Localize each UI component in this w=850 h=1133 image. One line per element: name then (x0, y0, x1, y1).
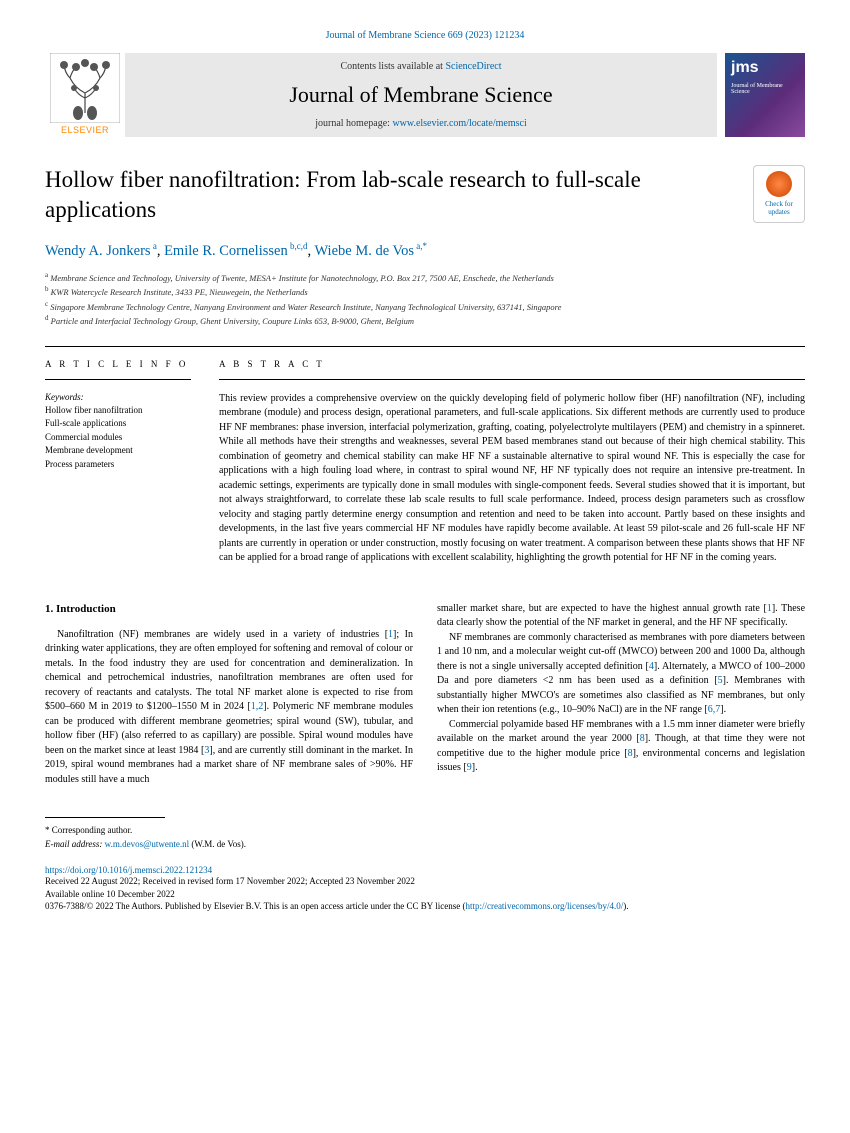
header-center: Contents lists available at ScienceDirec… (125, 53, 717, 137)
author-link[interactable]: Wendy A. Jonkers (45, 243, 151, 259)
elsevier-tree-icon (50, 53, 120, 123)
copyright-prefix: 0376-7388/© 2022 The Authors. Published … (45, 901, 465, 911)
homepage-prefix: journal homepage: (315, 118, 392, 129)
journal-cover: jms Journal of Membrane Science (725, 53, 805, 137)
author-affil-sup: a,* (414, 241, 427, 251)
check-updates-button[interactable]: Check for updates (753, 165, 805, 223)
copyright-line: 0376-7388/© 2022 The Authors. Published … (45, 901, 805, 911)
section-heading: 1. Introduction (45, 602, 413, 618)
doi-line: https://doi.org/10.1016/j.memsci.2022.12… (45, 865, 805, 875)
keyword: Membrane development (45, 444, 191, 458)
doi-link[interactable]: https://doi.org/10.1016/j.memsci.2022.12… (45, 865, 212, 875)
author-link[interactable]: Wiebe M. de Vos (314, 243, 414, 259)
contents-line: Contents lists available at ScienceDirec… (135, 61, 707, 72)
affiliation: d Particle and Interfacial Technology Gr… (45, 313, 805, 328)
footer-separator (45, 817, 165, 818)
keywords-list: Hollow fiber nanofiltration Full-scale a… (45, 404, 191, 472)
author-affil-sup: b,c,d (288, 241, 308, 251)
body-text: 1. Introduction Nanofiltration (NF) memb… (45, 602, 805, 787)
affiliations: a Membrane Science and Technology, Unive… (45, 270, 805, 328)
ref-link[interactable]: 5 (718, 675, 723, 686)
journal-name: Journal of Membrane Science (135, 82, 707, 108)
keyword: Hollow fiber nanofiltration (45, 404, 191, 418)
available-line: Available online 10 December 2022 (45, 888, 805, 901)
updates-icon (766, 171, 792, 197)
ref-link[interactable]: 6,7 (708, 704, 721, 715)
email-label: E-mail address: (45, 839, 105, 849)
author-affil-sup: a (151, 241, 157, 251)
citation-line: Journal of Membrane Science 669 (2023) 1… (45, 30, 805, 41)
affiliation: b KWR Watercycle Research Institute, 343… (45, 284, 805, 299)
author-link[interactable]: Emile R. Cornelissen (164, 243, 288, 259)
keywords-label: Keywords: (45, 392, 191, 402)
abstract-heading: A B S T R A C T (219, 359, 805, 380)
homepage-line: journal homepage: www.elsevier.com/locat… (135, 118, 707, 129)
keyword: Full-scale applications (45, 417, 191, 431)
journal-header: ELSEVIER Contents lists available at Sci… (45, 53, 805, 137)
article-info: A R T I C L E I N F O Keywords: Hollow f… (45, 347, 205, 578)
affiliation: a Membrane Science and Technology, Unive… (45, 270, 805, 285)
ref-link[interactable]: 3 (204, 745, 209, 756)
keyword: Commercial modules (45, 431, 191, 445)
body-paragraph: NF membranes are commonly characterised … (437, 631, 805, 718)
received-line: Received 22 August 2022; Received in rev… (45, 875, 805, 888)
body-paragraph: smaller market share, but are expected t… (437, 602, 805, 631)
jms-cover-sub: Journal of Membrane Science (725, 83, 805, 95)
copyright-suffix: ). (623, 901, 628, 911)
homepage-link[interactable]: www.elsevier.com/locate/memsci (392, 118, 526, 129)
ref-link[interactable]: 8 (640, 733, 645, 744)
body-paragraph: Nanofiltration (NF) membranes are widely… (45, 628, 413, 788)
body-paragraph: Commercial polyamide based HF membranes … (437, 718, 805, 776)
ref-link[interactable]: 1 (388, 629, 393, 640)
affiliation: c Singapore Membrane Technology Centre, … (45, 299, 805, 314)
article-info-heading: A R T I C L E I N F O (45, 359, 191, 380)
elsevier-label: ELSEVIER (61, 125, 109, 135)
contents-prefix: Contents lists available at (340, 61, 445, 72)
corresponding-label: * Corresponding author. (45, 824, 805, 838)
abstract-text: This review provides a comprehensive ove… (219, 392, 805, 566)
sciencedirect-link[interactable]: ScienceDirect (445, 61, 501, 72)
ref-link[interactable]: 9 (467, 762, 472, 773)
jms-cover-label: jms (725, 53, 805, 83)
license-link[interactable]: http://creativecommons.org/licenses/by/4… (465, 901, 623, 911)
updates-label: Check for updates (754, 201, 804, 216)
authors-line: Wendy A. Jonkers a, Emile R. Cornelissen… (45, 241, 805, 260)
ref-link[interactable]: 1 (767, 603, 772, 614)
article-title: Hollow fiber nanofiltration: From lab-sc… (45, 165, 733, 225)
corresponding-author: * Corresponding author. E-mail address: … (45, 824, 805, 851)
ref-link[interactable]: 4 (649, 661, 654, 672)
abstract: A B S T R A C T This review provides a c… (205, 347, 805, 578)
elsevier-logo: ELSEVIER (45, 53, 125, 137)
keyword: Process parameters (45, 458, 191, 472)
ref-link[interactable]: 8 (628, 748, 633, 759)
email-suffix: (W.M. de Vos). (189, 839, 246, 849)
body-column-right: smaller market share, but are expected t… (437, 602, 805, 787)
ref-link[interactable]: 1,2 (251, 701, 264, 712)
email-link[interactable]: w.m.devos@utwente.nl (105, 839, 189, 849)
body-column-left: 1. Introduction Nanofiltration (NF) memb… (45, 602, 413, 787)
